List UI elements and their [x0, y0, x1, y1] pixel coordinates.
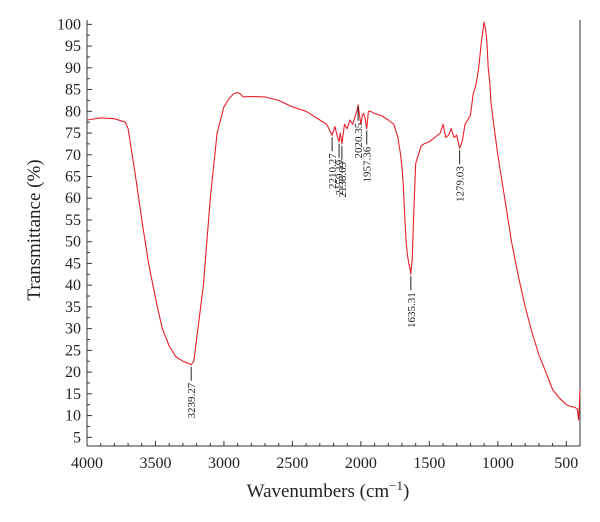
x-axis-title-text: Wavenumbers (cm [247, 481, 390, 502]
y-tick-label: 60 [65, 190, 81, 207]
y-tick-label: 10 [65, 408, 81, 425]
x-tick-label: 3000 [208, 455, 240, 472]
peak-label: 2138.69 [337, 161, 349, 197]
peak-label: 2020.35 [353, 122, 365, 158]
y-tick-label: 90 [65, 60, 81, 77]
y-tick-label: 15 [65, 386, 81, 403]
spectrum-line [86, 21, 581, 421]
y-tick-label: 45 [65, 255, 81, 272]
x-axis-title-exponent: −1 [389, 478, 403, 493]
peak-label: 2159.19 [334, 159, 346, 195]
y-tick-label: 95 [65, 38, 81, 55]
y-tick-label: 40 [65, 277, 81, 294]
plot-area [86, 20, 581, 447]
x-tick-label: 500 [554, 455, 578, 472]
y-tick-label: 20 [65, 364, 81, 381]
peak-label: 1279.03 [455, 166, 467, 202]
x-tick-label: 2000 [345, 455, 377, 472]
y-tick-label: 35 [65, 299, 81, 316]
y-tick-label: 50 [65, 234, 81, 251]
y-tick-label: 75 [65, 125, 81, 142]
y-tick-label: 100 [57, 16, 81, 33]
y-tick-label: 25 [65, 342, 81, 359]
x-axis-title-close: ) [403, 481, 409, 502]
y-tick-label: 30 [65, 321, 81, 338]
peak-label: 2210.27 [327, 153, 339, 189]
x-tick-label: 3500 [139, 455, 171, 472]
y-tick-label: 70 [65, 147, 81, 164]
y-tick-label: 55 [65, 212, 81, 229]
x-tick-label: 2500 [276, 455, 308, 472]
x-tick-label: 4000 [71, 455, 103, 472]
x-tick-label: 1000 [482, 455, 514, 472]
y-tick-label: 80 [65, 103, 81, 120]
y-tick-label: 65 [65, 168, 81, 185]
peak-label: 3239.27 [186, 382, 198, 418]
x-tick-label: 1500 [413, 455, 445, 472]
y-tick-label: 85 [65, 82, 81, 99]
peak-label: 1635.31 [406, 292, 418, 328]
y-axis-ticks: 5 10 15 20 25 30 35 40 45 50 55 60 65 70 75 80 85 90 95 100 [57, 16, 92, 446]
peak-label: 1957.36 [362, 146, 374, 182]
y-tick-label: 5 [73, 429, 81, 446]
x-axis-ticks: 4000 3500 3000 2500 2000 1500 1000 500 [71, 441, 578, 472]
y-axis-title: Transmittance (%) [24, 159, 45, 300]
x-axis-title: Wavenumbers (cm−1) [247, 478, 410, 502]
